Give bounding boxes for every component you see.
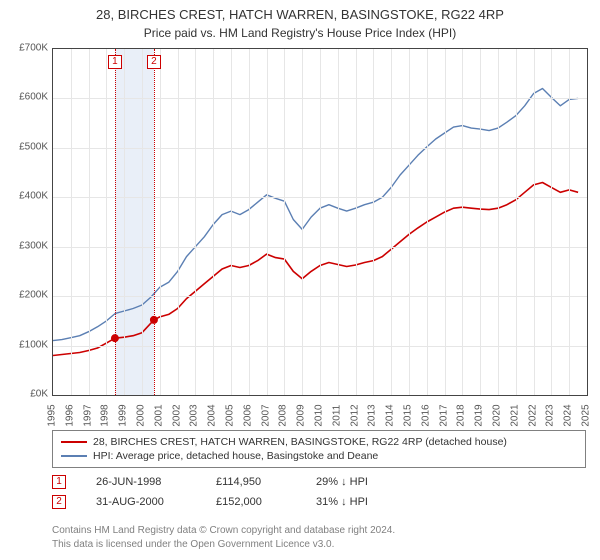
y-tick-label: £600K [19,92,48,103]
sale-marker: 2 [52,495,66,509]
gridline-v [302,49,303,395]
legend-label: HPI: Average price, detached house, Basi… [93,450,378,462]
gridline-v [445,49,446,395]
sale-date: 26-JUN-1998 [96,476,186,488]
gridline-v [569,49,570,395]
x-tick-label: 2001 [153,404,164,426]
x-tick-label: 2017 [438,404,449,426]
gridline-v [124,49,125,395]
gridline-v [106,49,107,395]
legend-item: HPI: Average price, detached house, Basi… [61,449,577,463]
gridline-v [498,49,499,395]
x-tick-label: 1998 [100,404,111,426]
x-tick-label: 2010 [314,404,325,426]
sale-row: 1 26-JUN-1998 £114,950 29% ↓ HPI [52,472,396,492]
gridline-v [267,49,268,395]
legend-swatch [61,455,87,457]
x-tick-label: 2020 [492,404,503,426]
gridline-v [534,49,535,395]
y-tick-label: £400K [19,191,48,202]
series-price_paid [53,183,578,356]
x-tick-label: 1999 [118,404,129,426]
x-tick-label: 2000 [136,404,147,426]
chart-subtitle: Price paid vs. HM Land Registry's House … [0,24,600,40]
chart-title: 28, BIRCHES CREST, HATCH WARREN, BASINGS… [0,0,600,24]
footer-credit: Contains HM Land Registry data © Crown c… [52,524,395,551]
y-tick-label: £100K [19,339,48,350]
legend-label: 28, BIRCHES CREST, HATCH WARREN, BASINGS… [93,436,507,448]
y-tick-label: £700K [19,43,48,54]
x-tick-label: 2019 [474,404,485,426]
annotation-marker: 2 [147,55,161,69]
sale-marker: 1 [52,475,66,489]
gridline-v [409,49,410,395]
sale-price: £114,950 [216,476,286,488]
sale-row: 2 31-AUG-2000 £152,000 31% ↓ HPI [52,492,396,512]
x-tick-label: 2015 [403,404,414,426]
x-tick-label: 2016 [420,404,431,426]
legend-swatch [61,441,87,443]
x-tick-label: 2007 [260,404,271,426]
x-tick-label: 2024 [563,404,574,426]
gridline-v [178,49,179,395]
series-hpi [53,89,578,341]
gridline-v [89,49,90,395]
gridline-v [231,49,232,395]
sale-diff: 29% ↓ HPI [316,476,396,488]
x-tick-label: 2023 [545,404,556,426]
x-tick-label: 2021 [509,404,520,426]
x-tick-label: 2002 [171,404,182,426]
x-tick-label: 2012 [349,404,360,426]
sales-table: 1 26-JUN-1998 £114,950 29% ↓ HPI 2 31-AU… [52,472,396,512]
gridline-v [462,49,463,395]
gridline-v [213,49,214,395]
x-tick-label: 2018 [456,404,467,426]
x-tick-label: 2003 [189,404,200,426]
gridline-v [551,49,552,395]
x-tick-label: 2009 [296,404,307,426]
sale-diff: 31% ↓ HPI [316,496,396,508]
gridline-v [284,49,285,395]
gridline-v [427,49,428,395]
gridline-v [391,49,392,395]
x-tick-label: 1997 [82,404,93,426]
x-tick-label: 2005 [225,404,236,426]
x-tick-label: 2011 [331,405,342,427]
x-tick-label: 2025 [581,404,592,426]
y-tick-label: £300K [19,240,48,251]
annotation-marker: 1 [108,55,122,69]
y-tick-label: £500K [19,141,48,152]
gridline-v [71,49,72,395]
plot-area: 12 [52,48,588,396]
gridline-v [160,49,161,395]
chart-container: 28, BIRCHES CREST, HATCH WARREN, BASINGS… [0,0,600,560]
y-tick-label: £200K [19,290,48,301]
footer-line: This data is licensed under the Open Gov… [52,538,395,552]
gridline-v [373,49,374,395]
gridline-v [320,49,321,395]
x-tick-label: 2006 [242,404,253,426]
x-tick-label: 2022 [527,404,538,426]
legend-box: 28, BIRCHES CREST, HATCH WARREN, BASINGS… [52,430,586,468]
gridline-v [516,49,517,395]
x-tick-label: 2004 [207,404,218,426]
gridline-v [338,49,339,395]
gridline-v [142,49,143,395]
footer-line: Contains HM Land Registry data © Crown c… [52,524,395,538]
y-tick-label: £0K [30,389,48,400]
x-tick-label: 2008 [278,404,289,426]
legend-item: 28, BIRCHES CREST, HATCH WARREN, BASINGS… [61,435,577,449]
sale-price: £152,000 [216,496,286,508]
annotation-vline [154,49,155,395]
annotation-vline [115,49,116,395]
gridline-v [249,49,250,395]
gridline-v [480,49,481,395]
gridline-v [195,49,196,395]
sale-date: 31-AUG-2000 [96,496,186,508]
x-tick-label: 2014 [385,404,396,426]
x-tick-label: 1996 [64,404,75,426]
x-tick-label: 1995 [47,404,58,426]
gridline-v [356,49,357,395]
x-tick-label: 2013 [367,404,378,426]
